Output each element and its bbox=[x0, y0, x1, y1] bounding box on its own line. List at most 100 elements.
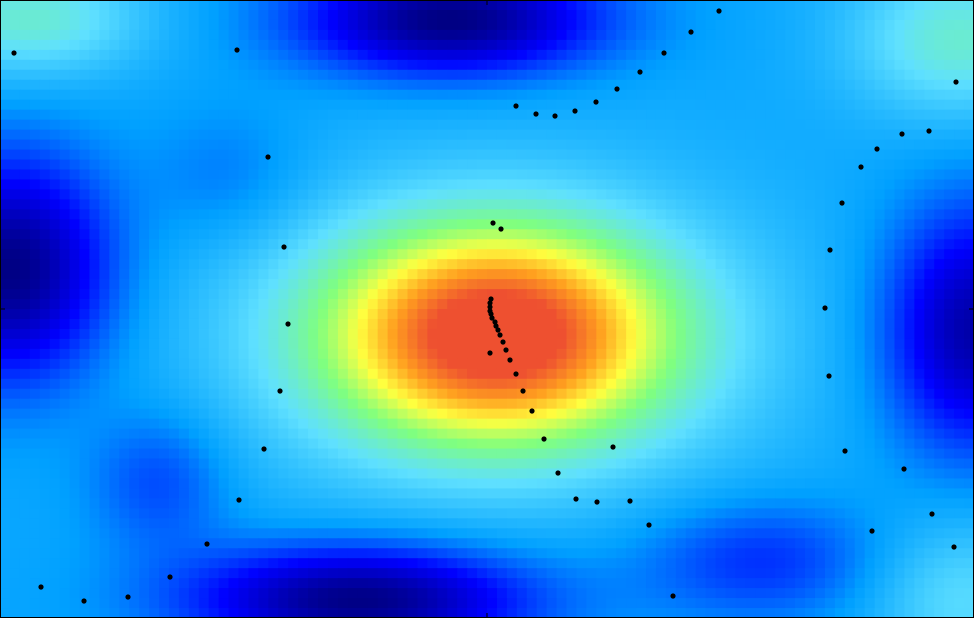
heatmap-cell bbox=[477, 398, 488, 410]
heatmap-cell bbox=[636, 0, 647, 11]
heatmap-cell bbox=[765, 378, 776, 390]
heatmap-cell bbox=[944, 249, 955, 260]
heatmap-cell bbox=[685, 89, 697, 101]
heatmap-cell bbox=[735, 89, 747, 101]
heatmap-cell bbox=[337, 29, 349, 41]
heatmap-cell bbox=[397, 9, 409, 21]
heatmap-cell bbox=[805, 209, 816, 220]
heatmap-cell bbox=[705, 79, 717, 91]
heatmap-cell bbox=[228, 328, 240, 340]
heatmap-cell bbox=[467, 219, 478, 230]
heatmap-cell bbox=[874, 219, 886, 230]
heatmap-cell bbox=[864, 229, 876, 240]
heatmap-cell bbox=[407, 239, 419, 250]
heatmap-cell bbox=[347, 209, 359, 220]
heatmap-cell bbox=[914, 59, 925, 71]
heatmap-cell bbox=[477, 498, 488, 509]
heatmap-cell bbox=[844, 79, 856, 91]
heatmap-cell bbox=[655, 299, 667, 310]
heatmap-cell bbox=[188, 408, 200, 420]
heatmap-cell bbox=[944, 368, 955, 380]
heatmap-cell bbox=[705, 428, 717, 440]
heatmap-cell bbox=[19, 9, 31, 21]
heatmap-cell bbox=[894, 259, 906, 270]
heatmap-cell bbox=[536, 408, 548, 420]
heatmap-cell bbox=[795, 9, 806, 21]
heatmap-cell bbox=[129, 99, 140, 111]
heatmap-cell bbox=[69, 169, 81, 181]
heatmap-cell bbox=[69, 318, 81, 330]
heatmap-cell bbox=[447, 119, 458, 131]
heatmap-cell bbox=[735, 398, 747, 410]
heatmap-cell bbox=[954, 309, 965, 320]
heatmap-cell bbox=[387, 39, 399, 51]
heatmap-cell bbox=[218, 299, 230, 310]
heatmap-cell bbox=[59, 219, 71, 230]
heatmap-cell bbox=[109, 468, 120, 480]
heatmap-cell bbox=[844, 39, 856, 51]
heatmap-cell bbox=[248, 99, 260, 111]
heatmap-cell bbox=[655, 378, 667, 390]
heatmap-cell bbox=[904, 309, 915, 320]
heatmap-cell bbox=[0, 299, 11, 310]
heatmap-cell bbox=[178, 398, 190, 410]
heatmap-cell bbox=[874, 169, 886, 181]
heatmap-cell bbox=[298, 259, 309, 270]
heatmap-cell bbox=[566, 259, 578, 270]
heatmap-cell bbox=[536, 368, 548, 380]
heatmap-cell bbox=[695, 408, 707, 420]
heatmap-cell bbox=[745, 448, 756, 460]
heatmap-cell bbox=[814, 9, 826, 21]
heatmap-cell bbox=[198, 368, 210, 380]
heatmap-cell bbox=[844, 279, 856, 290]
heatmap-cell bbox=[715, 448, 727, 460]
heatmap-cell bbox=[248, 139, 260, 151]
heatmap-cell bbox=[129, 0, 140, 11]
heatmap-cell bbox=[914, 418, 925, 430]
heatmap-cell bbox=[765, 279, 776, 290]
heatmap-cell bbox=[9, 9, 21, 21]
heatmap-cell bbox=[427, 59, 438, 71]
heatmap-cell bbox=[685, 438, 697, 450]
heatmap-cell bbox=[437, 29, 448, 41]
heatmap-cell bbox=[467, 468, 478, 480]
heatmap-cell bbox=[655, 328, 667, 340]
heatmap-cell bbox=[397, 468, 409, 480]
heatmap-cell bbox=[139, 159, 150, 171]
heatmap-cell bbox=[248, 448, 260, 460]
heatmap-cell bbox=[367, 109, 379, 121]
heatmap-cell bbox=[834, 59, 846, 71]
heatmap-cell bbox=[894, 309, 906, 320]
heatmap-cell bbox=[178, 478, 190, 490]
heatmap-cell bbox=[188, 468, 200, 480]
heatmap-cell bbox=[397, 398, 409, 410]
heatmap-cell bbox=[675, 169, 687, 181]
heatmap-cell bbox=[785, 428, 796, 440]
heatmap-cell bbox=[526, 239, 538, 250]
heatmap-cell bbox=[864, 89, 876, 101]
heatmap-cell bbox=[417, 59, 428, 71]
heatmap-cell bbox=[457, 189, 468, 200]
heatmap-cell bbox=[824, 428, 836, 440]
heatmap-cell bbox=[586, 0, 597, 11]
heatmap-cell bbox=[149, 299, 160, 310]
heatmap-cell bbox=[636, 209, 647, 220]
heatmap-cell bbox=[964, 199, 974, 210]
heatmap-cell bbox=[814, 448, 826, 460]
heatmap-cell bbox=[208, 498, 220, 509]
heatmap-cell bbox=[705, 488, 717, 499]
heatmap-cell bbox=[795, 289, 806, 300]
heatmap-cell bbox=[0, 229, 11, 240]
heatmap-cell bbox=[795, 0, 806, 11]
heatmap-cell bbox=[397, 368, 409, 380]
heatmap-cell bbox=[308, 69, 319, 81]
heatmap-cell bbox=[19, 398, 31, 410]
heatmap-cell bbox=[467, 159, 478, 171]
heatmap-cell bbox=[646, 9, 657, 21]
heatmap-cell bbox=[844, 309, 856, 320]
heatmap-cell bbox=[69, 428, 81, 440]
heatmap-cell bbox=[884, 249, 896, 260]
heatmap-cell bbox=[586, 279, 597, 290]
heatmap-cell bbox=[447, 488, 458, 499]
heatmap-cell bbox=[357, 59, 369, 71]
